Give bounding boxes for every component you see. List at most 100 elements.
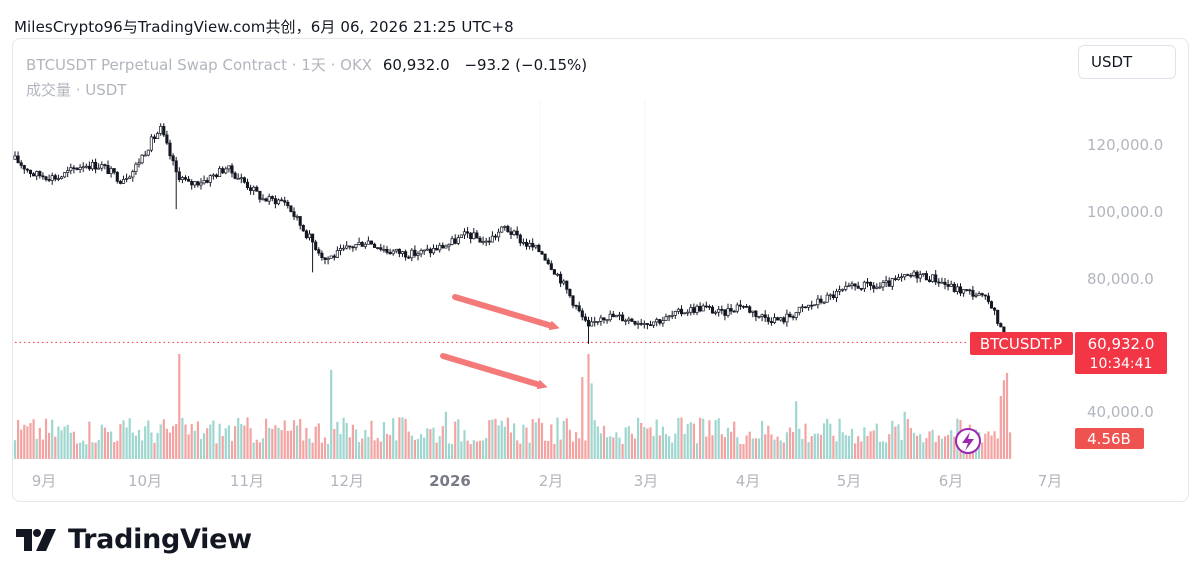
volume-bar [491,419,494,459]
volume-bar [519,443,522,459]
volume-bar [627,426,630,459]
candle-body [125,178,129,180]
candle-body [84,165,88,168]
volume-bar [426,428,429,459]
candle-body [655,319,659,323]
symbol-title[interactable]: BTCUSDT Perpetual Swap Contract · 1天 · O… [26,56,373,74]
candle-body [555,273,560,276]
volume-bar [429,429,432,459]
candle-body [32,173,36,177]
volume-bar [547,441,550,459]
candle-body [202,180,206,184]
candle-body [679,308,684,315]
volume-bar [435,442,438,459]
volume-bar [525,427,528,459]
volume-value-tag [1075,428,1144,449]
volume-legend[interactable]: 成交量 · USDT [26,81,127,99]
candle-body [363,243,367,247]
symbol-legend[interactable]: BTCUSDT Perpetual Swap Contract · 1天 · O… [26,54,587,75]
volume-bar [630,433,633,459]
candle-body [819,298,823,303]
volume-bar [705,436,708,459]
candle-body [763,314,767,318]
volume-bar [934,442,937,459]
candle-body [227,165,231,170]
candle-body [968,289,972,292]
candle-body [559,273,563,284]
volume-bar [423,437,426,459]
volume-bar [841,432,844,459]
candle-body [22,165,26,170]
volume-bar [931,429,934,459]
candle-body [630,318,634,322]
volume-bar [165,428,168,459]
volume-bar [212,420,215,459]
symbol-price-tag [970,332,1073,355]
volume-bar [289,430,292,459]
candle-body [369,240,374,245]
volume-bar [215,443,218,459]
candle-body [472,232,476,240]
candle-body [261,198,265,201]
candle-body [44,176,48,180]
volume-bar [485,438,488,459]
candle-body [528,242,532,247]
candle-body [862,281,866,290]
symbol-tag-label: BTCUSDT.P [980,335,1062,353]
candle-body [422,249,426,252]
volume-bar [897,424,900,459]
candle-body [311,233,315,243]
volume-bar [612,437,615,459]
volume-bar [32,419,35,459]
currency-button[interactable]: USDT [1078,45,1176,79]
volume-bar [416,438,420,459]
candle-body [63,172,67,178]
candle-body [704,305,708,308]
volume-bar [943,436,947,459]
volume-bar [599,433,602,459]
candle-body [732,310,736,313]
volume-bar [866,435,869,459]
volume-bar [246,417,249,459]
volume-bar [274,425,277,459]
tradingview-logo[interactable]: TradingView [16,524,252,555]
volume-bar [807,442,810,459]
volume-bar [280,430,283,459]
candle-body [69,167,73,172]
candle-body [438,244,442,251]
candle-body [301,225,305,232]
candle-body [388,252,392,255]
volume-bar [587,354,590,459]
candle-body [397,248,401,254]
volume-bar [51,419,54,459]
volume-bar [299,418,302,459]
candle-body [689,307,693,313]
candle-body [481,241,485,243]
candle-body [983,294,987,297]
volume-bar [937,435,940,459]
volume-bar [506,417,509,459]
volume-bar [912,432,916,459]
candle-body [648,324,653,326]
candle-body [149,136,153,151]
volume-bar [457,419,460,459]
candle-body [273,198,277,205]
volume-bar [900,440,903,459]
volume-bar [97,440,100,459]
candle-body [958,286,963,294]
volume-bar [137,429,141,459]
candle-body [211,174,215,177]
candle-body [404,251,408,258]
candle-body [524,241,529,247]
candle-body [183,177,188,180]
candle-body [872,285,876,289]
volume-bar [652,435,655,459]
candle-body [838,289,842,292]
candle-body [332,255,336,258]
volume-bar [54,436,57,459]
volume-bar [854,443,857,459]
candle-body [292,211,296,217]
volume-bar [385,433,389,459]
volume-bar [562,420,565,459]
